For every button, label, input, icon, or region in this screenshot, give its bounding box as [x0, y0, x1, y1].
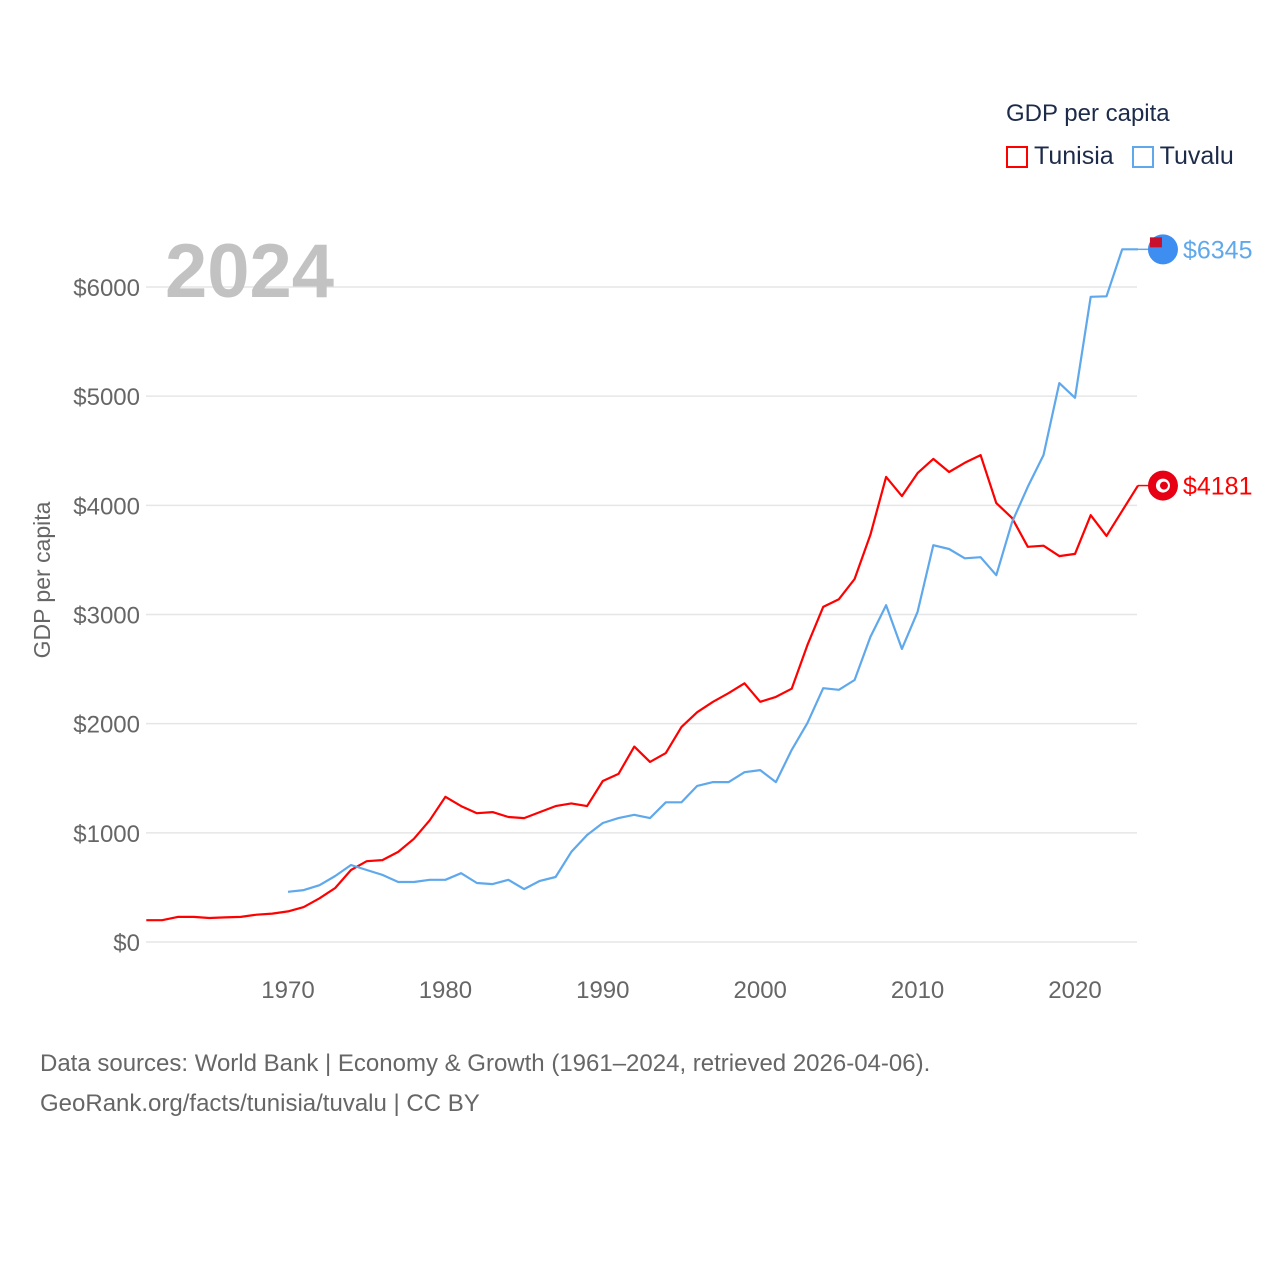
- legend-item-tunisia[interactable]: Tunisia: [1006, 142, 1114, 171]
- legend-label: Tunisia: [1034, 142, 1114, 170]
- y-tick-label: $5000: [73, 384, 140, 411]
- legend: Tunisia Tuvalu: [1006, 142, 1234, 171]
- legend-swatch-tunisia: [1006, 145, 1028, 168]
- current-year-label: 2024: [165, 229, 335, 314]
- legend-swatch-tuvalu: [1131, 145, 1154, 168]
- footer: Data sources: World Bank | Economy & Gro…: [40, 1044, 930, 1124]
- flag-union-jack: [1149, 237, 1162, 248]
- attribution-link[interactable]: GeoRank.org/facts/tunisia/tuvalu | CC BY: [40, 1090, 480, 1117]
- y-tick-label: $3000: [73, 603, 140, 630]
- y-tick-label: $2000: [73, 712, 140, 739]
- y-tick-label: $1000: [73, 821, 140, 848]
- legend-label: Tuvalu: [1159, 142, 1234, 170]
- x-tick-label: 2010: [891, 977, 944, 1004]
- flag-crescent: [1159, 481, 1168, 490]
- series-line-tuvalu: [287, 248, 1138, 893]
- x-tick-label: 1970: [261, 977, 314, 1004]
- x-tick-label: 2000: [734, 977, 787, 1004]
- series-line-tunisia: [146, 454, 1139, 922]
- y-tick-label: $4000: [73, 493, 140, 520]
- legend-title: GDP per capita: [1006, 100, 1170, 127]
- x-tick-label: 2020: [1048, 977, 1101, 1004]
- y-axis-label: GDP per capita: [29, 501, 55, 658]
- y-tick-label: $6000: [73, 275, 140, 302]
- end-value-label: $4181: [1183, 473, 1253, 501]
- end-value-label: $6345: [1183, 236, 1253, 264]
- data-source-text: Data sources: World Bank | Economy & Gro…: [40, 1050, 931, 1077]
- x-tick-label: 1990: [576, 977, 629, 1004]
- x-tick-label: 1980: [419, 977, 472, 1004]
- legend-item-tuvalu[interactable]: Tuvalu: [1131, 142, 1234, 171]
- y-tick-label: $0: [113, 930, 140, 957]
